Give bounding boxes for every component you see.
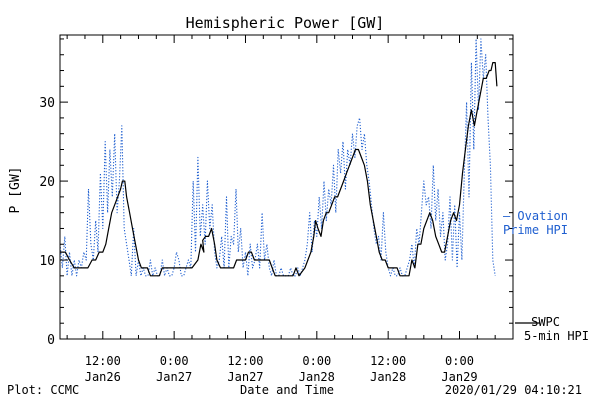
plot-frame [59, 34, 514, 340]
x-tick-label-date: Jan26 [85, 370, 121, 384]
x-tick-label-time: 12:00 [85, 354, 121, 368]
y-tick-label: 20 [39, 175, 55, 190]
x-tick-label-date: Jan29 [441, 370, 477, 384]
footer-plot-credit: Plot: CCMC [7, 383, 79, 397]
y-axis-label: P [GW] [8, 167, 23, 214]
y-tick-label: 0 [47, 333, 55, 348]
legend-ovation-line1: — Ovation [503, 209, 568, 223]
series-line-ovation-prime [60, 38, 496, 277]
x-tick-label-time: 0:00 [160, 354, 189, 368]
x-tick-label-date: Jan28 [370, 370, 406, 384]
axis-layer: 0 10 20 30 12:00 Jan26 0:00 Jan27 12:00 Jan27 0:00… [39, 34, 514, 384]
y-tick-label: 10 [39, 254, 55, 269]
x-tick-label-date: Jan28 [299, 370, 335, 384]
series-layer [60, 38, 498, 277]
chart-title: Hemispheric Power [GW] [186, 14, 385, 32]
legend-ovation-line2: Prime HPI [503, 223, 568, 237]
footer-timestamp: 2020/01/29 04:10:21 [445, 383, 582, 397]
series-line-swpc [60, 62, 498, 277]
legend-swpc-line1: SWPC [531, 315, 560, 329]
x-tick-label-date: Jan27 [156, 370, 192, 384]
x-tick-label-time: 12:00 [227, 354, 263, 368]
legend-swpc-line2: 5-min HPI [524, 329, 589, 343]
x-tick-label-time: 12:00 [370, 354, 406, 368]
x-axis-label: Date and Time [240, 383, 334, 397]
y-tick-label: 30 [39, 96, 55, 111]
x-tick-label-time: 0:00 [445, 354, 474, 368]
x-tick-label-date: Jan27 [227, 370, 263, 384]
x-tick-label-time: 0:00 [302, 354, 331, 368]
